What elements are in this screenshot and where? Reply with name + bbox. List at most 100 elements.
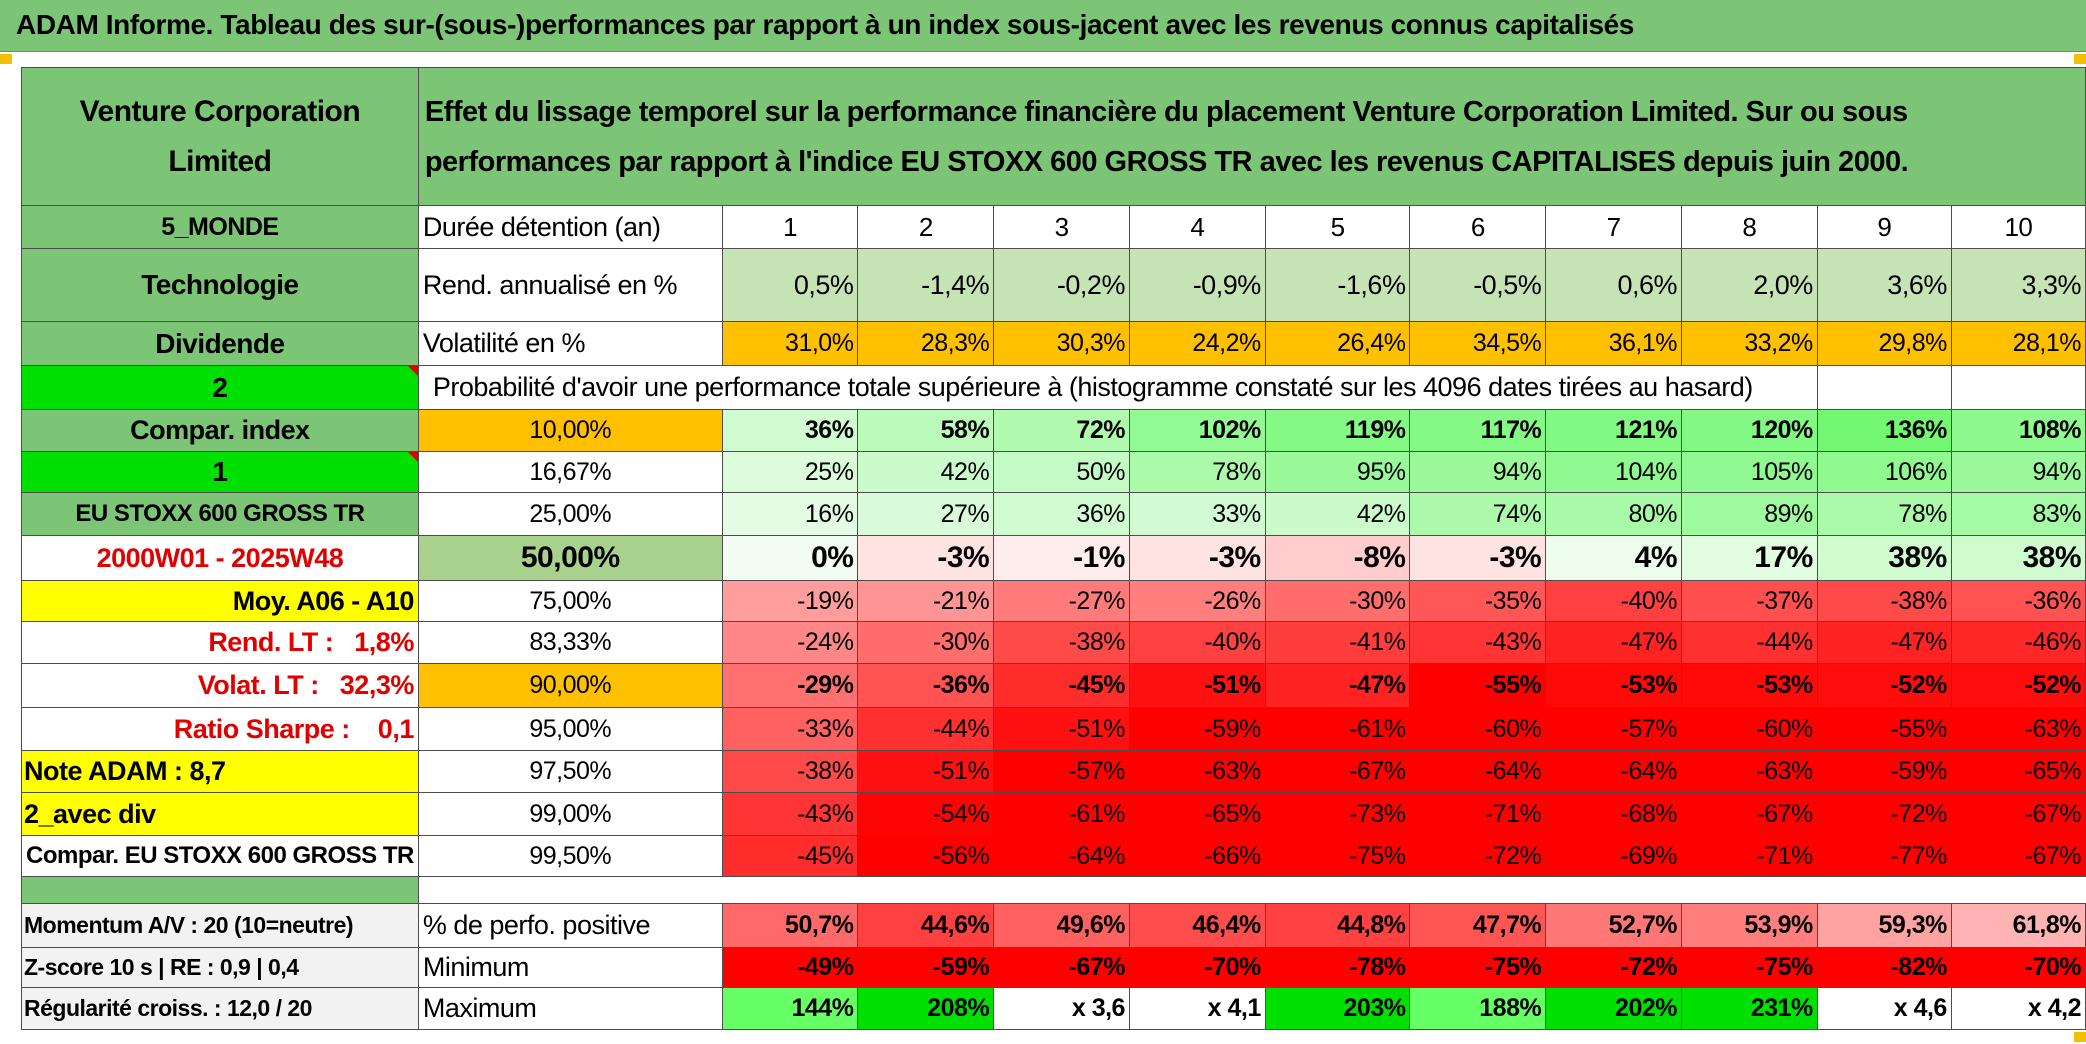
year-header-9: 9 (1816, 205, 1952, 249)
prob-cell: -60% (1681, 707, 1818, 751)
corner-marker (0, 54, 12, 64)
prob-cell: -60% (1409, 707, 1547, 751)
prob-cell: 83% (1950, 492, 2086, 536)
empty-cell (1950, 365, 2086, 410)
prob-cell: -67% (1681, 792, 1818, 836)
compar-index-label: Compar. index (21, 409, 419, 452)
minimum-value: -75% (1409, 947, 1547, 988)
prob-cell: -51% (993, 707, 1130, 751)
selector-a[interactable]: 2 (21, 365, 419, 410)
maximum-value: x 4,1 (1128, 987, 1266, 1030)
volat-lt: Volat. LT : 32,3% (21, 663, 419, 708)
prob-cell: 50% (993, 451, 1130, 493)
prob-cell: -61% (1264, 707, 1411, 751)
prob-cell: -24% (721, 621, 859, 664)
year-header-5: 5 (1264, 205, 1411, 249)
rend-value-9: 3,6% (1816, 248, 1952, 322)
year-header-6: 6 (1409, 205, 1547, 249)
prob-cell: 80% (1545, 492, 1682, 536)
prob-cell: -3% (857, 535, 995, 581)
year-header-2: 2 (857, 205, 995, 249)
rend-value-5: -1,6% (1264, 248, 1411, 322)
selector-b[interactable]: 1 (21, 451, 419, 493)
prob-cell: -47% (1264, 663, 1411, 708)
prob-cell: -59% (1816, 750, 1952, 793)
spacer (418, 877, 2085, 904)
compar-full: Compar. EU STOXX 600 GROSS TR (21, 835, 419, 877)
volat-value-5: 26,4% (1264, 321, 1411, 366)
perfo-pos-value: 61,8% (1950, 903, 2086, 948)
prob-cell: -26% (1128, 580, 1266, 622)
percentile-4: 50,00% (417, 535, 723, 581)
maximum-value: x 4,2 (1950, 987, 2086, 1030)
prob-cell: -66% (1128, 835, 1266, 877)
prob-cell: -38% (993, 621, 1130, 664)
prob-cell: -64% (1409, 750, 1547, 793)
prob-cell: -8% (1264, 535, 1411, 581)
prob-cell: 78% (1816, 492, 1952, 536)
moy-label: Moy. A06 - A10 (21, 580, 419, 622)
prob-cell: -45% (993, 663, 1130, 708)
perfo-pos-label: % de perfo. positive (417, 903, 723, 948)
prob-cell: 17% (1681, 535, 1818, 581)
prob-cell: 4% (1545, 535, 1682, 581)
prob-cell: -72% (1409, 835, 1547, 877)
prob-cell: 89% (1681, 492, 1818, 536)
prob-cell: -56% (857, 835, 995, 877)
prob-cell: 121% (1545, 409, 1682, 452)
percentile-1: 10,00% (417, 409, 723, 452)
rend-value-1: 0,5% (721, 248, 859, 322)
prob-cell: -38% (721, 750, 859, 793)
prob-cell: 16% (721, 492, 859, 536)
volat-value-2: 28,3% (857, 321, 995, 366)
maximum-value: x 4,6 (1816, 987, 1952, 1030)
prob-cell: -36% (857, 663, 995, 708)
minimum-value: -72% (1545, 947, 1682, 988)
year-header-3: 3 (993, 205, 1130, 249)
prob-cell: -51% (857, 750, 995, 793)
prob-cell: -43% (721, 792, 859, 836)
prob-cell: 72% (993, 409, 1130, 452)
zscore-label: Z-score 10 s | RE : 0,9 | 0,4 (21, 947, 419, 988)
prob-cell: -29% (721, 663, 859, 708)
volat-value-1: 31,0% (721, 321, 859, 366)
prob-cell: -61% (993, 792, 1130, 836)
rend-value-4: -0,9% (1128, 248, 1266, 322)
prob-cell: 94% (1409, 451, 1547, 493)
prob-cell: -57% (993, 750, 1130, 793)
volat-value-7: 36,1% (1545, 321, 1682, 366)
percentile-7: 90,00% (417, 663, 723, 708)
prob-cell: 33% (1128, 492, 1266, 536)
minimum-label: Minimum (417, 947, 723, 988)
prob-cell: -57% (1545, 707, 1682, 751)
prob-cell: -55% (1409, 663, 1547, 708)
empty-cell (1816, 365, 1952, 410)
prob-cell: -52% (1816, 663, 1952, 708)
prob-cell: 38% (1950, 535, 2086, 581)
title-bar: ADAM Informe. Tableau des sur-(sous-)per… (0, 0, 2086, 52)
rend-value-7: 0,6% (1545, 248, 1682, 322)
period-label: 2000W01 - 2025W48 (21, 535, 419, 581)
prob-cell: -46% (1950, 621, 2086, 664)
maximum-value: 188% (1409, 987, 1547, 1030)
prob-cell: -3% (1409, 535, 1547, 581)
prob-cell: -54% (857, 792, 995, 836)
sharpe-ratio: Ratio Sharpe : 0,1 (21, 707, 419, 751)
prob-cell: 108% (1950, 409, 2086, 452)
prob-cell: 106% (1816, 451, 1952, 493)
maximum-value: 208% (857, 987, 995, 1030)
prob-cell: 36% (721, 409, 859, 452)
company-name: Venture Corporation Limited (21, 67, 419, 206)
rend-value-10: 3,3% (1950, 248, 2086, 322)
minimum-value: -70% (1950, 947, 2086, 988)
prob-cell: -21% (857, 580, 995, 622)
volat-value-4: 24,2% (1128, 321, 1266, 366)
rend-value-3: -0,2% (993, 248, 1130, 322)
corner-marker (2074, 1032, 2086, 1042)
avec-div: 2_avec div (21, 792, 419, 836)
prob-cell: -38% (1816, 580, 1952, 622)
prob-cell: -43% (1409, 621, 1547, 664)
prob-cell: -40% (1545, 580, 1682, 622)
prob-cell: 38% (1816, 535, 1952, 581)
minimum-value: -59% (857, 947, 995, 988)
